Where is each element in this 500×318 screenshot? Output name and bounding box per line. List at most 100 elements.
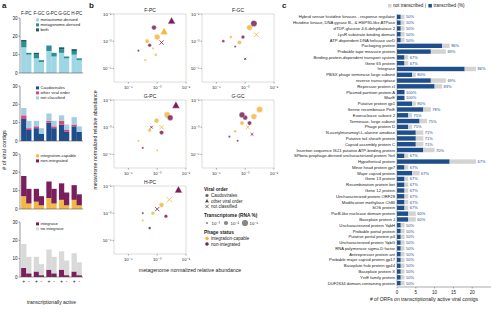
bar-segment bbox=[72, 125, 77, 127]
bar-segment bbox=[46, 250, 51, 270]
x-tick-label: + bbox=[73, 278, 76, 284]
y-tick bbox=[201, 127, 203, 128]
bar-segment bbox=[64, 56, 69, 57]
point bbox=[144, 59, 146, 61]
bars bbox=[21, 244, 82, 277]
legend-label: both bbox=[41, 27, 50, 32]
points bbox=[228, 106, 262, 141]
points bbox=[142, 186, 183, 230]
x-tick-label: 10⁻⁵ bbox=[124, 257, 133, 262]
point bbox=[241, 35, 245, 39]
y-tick-label: Probable portal protein bbox=[353, 229, 396, 234]
bar-segment bbox=[46, 45, 51, 46]
bar-segment bbox=[397, 119, 420, 123]
y-axis bbox=[20, 154, 21, 209]
y-tick-label: Baseplate protein J bbox=[359, 217, 395, 222]
bar-segment bbox=[64, 58, 69, 73]
bar-segment bbox=[77, 262, 82, 275]
bar-segment bbox=[397, 281, 401, 285]
bar-segment bbox=[46, 182, 51, 199]
bar-segment bbox=[397, 38, 401, 42]
x-axis bbox=[20, 209, 83, 210]
bar-segment bbox=[34, 126, 39, 128]
legend-label: Caudovirales bbox=[211, 193, 238, 198]
bar-segment bbox=[77, 58, 82, 59]
legend-label: non-integrated bbox=[41, 158, 69, 163]
y-tick bbox=[19, 154, 21, 155]
y-tick-label: 10⁻¹ bbox=[191, 98, 200, 103]
y-tick-label: Hybrid sensor histidine kinases - respon… bbox=[299, 14, 396, 19]
bar-segment bbox=[46, 121, 51, 123]
y-tick-label: 10⁻⁵ bbox=[191, 152, 200, 157]
percent-label: 50% bbox=[406, 252, 414, 257]
x-tick-label: 10 bbox=[432, 290, 438, 295]
bar-segment bbox=[46, 123, 51, 141]
point bbox=[244, 58, 246, 60]
bar-segment bbox=[401, 269, 405, 273]
point bbox=[152, 47, 154, 49]
y-tick-label: Hypothetical protein bbox=[358, 159, 396, 164]
y-tick-label: reverse transcriptase bbox=[356, 78, 396, 83]
x-tick-label: 10⁻¹ bbox=[182, 171, 191, 176]
legend-label: 10⁻³ bbox=[212, 221, 221, 226]
legend-label: 10⁻² bbox=[231, 221, 240, 226]
x-tick bbox=[157, 168, 158, 170]
bar-segment bbox=[397, 275, 401, 279]
percent-label: 70% bbox=[436, 148, 444, 153]
bar-segment bbox=[404, 90, 405, 94]
y-tick-label: Putative portal protein p4 bbox=[348, 234, 395, 239]
bar-segment bbox=[34, 128, 39, 141]
legend-swatch bbox=[36, 154, 39, 157]
group-label: G-PC bbox=[46, 11, 58, 16]
y-tick-label: Repressor protein cI bbox=[357, 84, 395, 89]
legend-swatch bbox=[36, 159, 39, 162]
bar-segment bbox=[72, 126, 77, 141]
y-tick-label: Probable tape measure protein bbox=[338, 49, 396, 54]
y-tick-label: 30 bbox=[12, 84, 18, 89]
point bbox=[247, 121, 251, 125]
bar-segment bbox=[39, 128, 44, 134]
bar-segment bbox=[34, 121, 39, 127]
y-tick-label: ParB-like nuclease domain protein bbox=[331, 211, 395, 216]
y-tick bbox=[19, 258, 21, 259]
y-tick-label: 10⁻³ bbox=[191, 125, 200, 130]
x-tick-label: 10⁻³ bbox=[153, 257, 162, 262]
bar-segment bbox=[21, 115, 26, 119]
panel-label: a bbox=[2, 1, 7, 10]
y-tick-label: PBSX phage terminase large subunit bbox=[326, 72, 396, 77]
x-tick-label: 10⁻³ bbox=[241, 171, 250, 176]
bar-segment bbox=[397, 32, 401, 36]
x-tick bbox=[453, 287, 454, 289]
bar-segment bbox=[397, 246, 401, 250]
y-tick-label: DUF2634 domain-containing protein bbox=[328, 281, 396, 286]
bar-segment bbox=[21, 176, 26, 196]
bar-segment bbox=[59, 49, 64, 53]
y-tick-label: Integrase bbox=[378, 66, 396, 71]
y-tick-label: Baseplate protein X bbox=[358, 269, 395, 274]
bar-segment bbox=[397, 223, 401, 227]
bar-segment bbox=[26, 52, 31, 53]
percent-label: 50% bbox=[406, 246, 414, 251]
bar-segment bbox=[64, 57, 69, 59]
y-tick bbox=[19, 209, 21, 210]
x-tick bbox=[397, 287, 398, 289]
percent-label: 69% bbox=[447, 49, 455, 54]
bar-segment bbox=[412, 73, 416, 77]
percent-label: 67% bbox=[410, 188, 418, 193]
bar-segment bbox=[397, 90, 405, 94]
bar-segment bbox=[26, 53, 31, 55]
x-axis-label: transcriptionally active bbox=[27, 299, 76, 305]
y-tick-label: 0 bbox=[15, 275, 18, 280]
y-tick-label: Binding-protein-dependent transport syst… bbox=[314, 55, 396, 60]
point bbox=[137, 140, 139, 142]
bar-segment bbox=[72, 185, 77, 200]
y-axis-label: metavirome normalized relative abundance bbox=[92, 90, 98, 189]
percent-label: 50% bbox=[406, 32, 414, 37]
point bbox=[159, 131, 163, 135]
bar-segment bbox=[397, 107, 423, 111]
bar-segment bbox=[39, 60, 44, 62]
bar-segment bbox=[401, 240, 405, 244]
bar-segment bbox=[435, 84, 443, 88]
bar-segment bbox=[51, 53, 56, 57]
point bbox=[234, 46, 236, 48]
